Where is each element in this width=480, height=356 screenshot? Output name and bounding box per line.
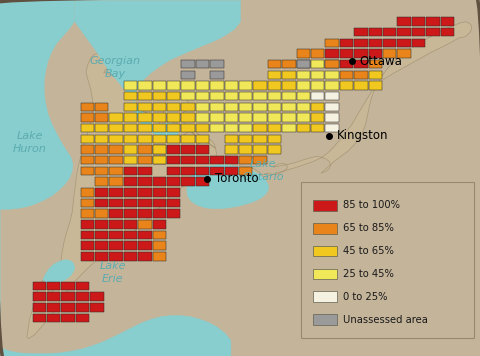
- Text: Toronto: Toronto: [215, 172, 258, 185]
- Text: 85 to 100%: 85 to 100%: [343, 200, 400, 210]
- Text: Lake
Huron: Lake Huron: [13, 131, 47, 154]
- Text: 0 to 25%: 0 to 25%: [343, 292, 388, 302]
- Bar: [313, 269, 337, 279]
- Bar: [313, 292, 337, 302]
- Text: 65 to 85%: 65 to 85%: [343, 223, 394, 233]
- Bar: [313, 223, 337, 234]
- Text: Unassessed area: Unassessed area: [343, 315, 428, 325]
- Bar: [313, 314, 337, 325]
- FancyBboxPatch shape: [301, 182, 474, 338]
- Text: Ottawa: Ottawa: [360, 55, 402, 68]
- Text: 25 to 45%: 25 to 45%: [343, 269, 394, 279]
- Bar: [313, 246, 337, 256]
- Text: Lake
Erie: Lake Erie: [99, 261, 126, 284]
- Bar: [313, 200, 337, 211]
- Text: Kingston: Kingston: [336, 130, 388, 142]
- Text: 45 to 65%: 45 to 65%: [343, 246, 394, 256]
- Text: Georgian
Bay: Georgian Bay: [90, 56, 141, 79]
- Text: Lake
Ontario: Lake Ontario: [242, 159, 284, 183]
